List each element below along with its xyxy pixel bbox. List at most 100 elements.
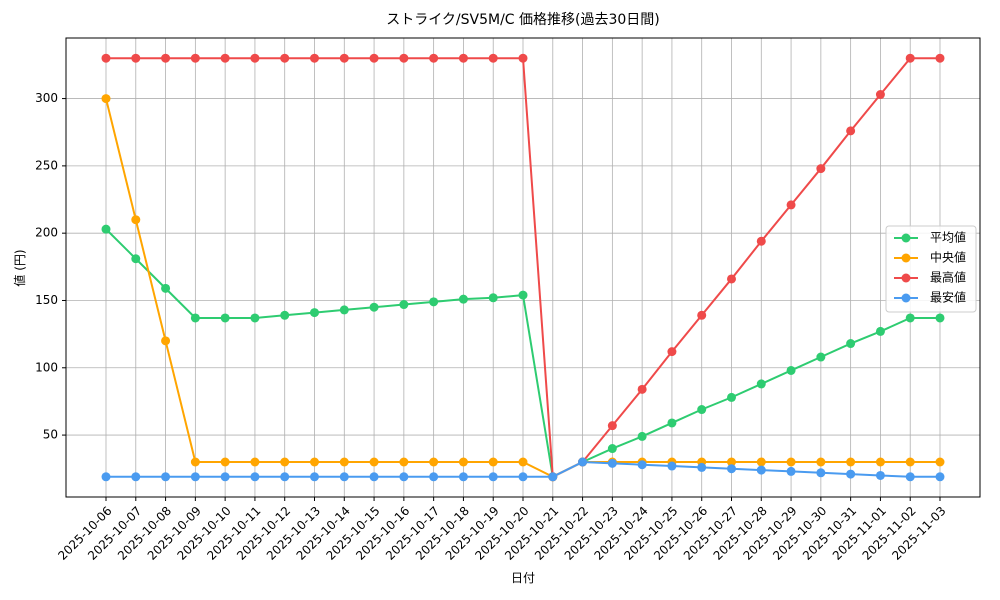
data-point <box>369 457 379 467</box>
data-point <box>250 457 260 467</box>
data-point <box>875 470 885 480</box>
data-point <box>220 53 230 63</box>
y-tick-label: 100 <box>35 360 58 374</box>
data-point <box>518 472 528 482</box>
legend-label: 平均値 <box>930 230 966 245</box>
data-point <box>786 200 796 210</box>
data-point <box>667 461 677 471</box>
data-point <box>161 472 171 482</box>
data-point <box>667 418 677 428</box>
data-point <box>101 53 111 63</box>
data-point <box>131 215 141 225</box>
data-point <box>488 53 498 63</box>
data-point <box>429 457 439 467</box>
legend-marker <box>901 233 911 243</box>
data-point <box>220 457 230 467</box>
data-point <box>905 457 915 467</box>
data-point <box>488 472 498 482</box>
data-point <box>786 466 796 476</box>
data-point <box>697 405 707 415</box>
data-point <box>429 53 439 63</box>
data-point <box>786 457 796 467</box>
data-point <box>637 431 647 441</box>
data-point <box>905 53 915 63</box>
data-point <box>488 457 498 467</box>
data-point <box>518 457 528 467</box>
data-point <box>310 472 319 482</box>
data-point <box>458 457 468 467</box>
plot-frame <box>65 37 981 498</box>
data-point <box>816 457 826 467</box>
data-point <box>458 294 468 304</box>
data-point <box>250 472 260 482</box>
data-point <box>369 53 379 63</box>
data-point <box>399 472 409 482</box>
data-point <box>161 336 171 346</box>
data-point <box>727 274 736 284</box>
data-point <box>846 457 856 467</box>
data-point <box>458 53 468 63</box>
data-point <box>846 339 856 349</box>
data-point <box>607 458 617 468</box>
y-tick-label: 150 <box>35 293 58 307</box>
data-point <box>280 53 290 63</box>
y-tick-label: 200 <box>35 226 58 240</box>
data-point <box>250 53 260 63</box>
data-point <box>310 53 319 63</box>
data-point <box>339 457 349 467</box>
legend-label: 中央値 <box>930 250 966 265</box>
data-point <box>667 347 677 357</box>
data-point <box>875 90 885 100</box>
data-point <box>607 421 617 431</box>
chart-title: ストライク/SV5M/C 価格推移(過去30日間) <box>386 12 660 28</box>
data-point <box>727 457 736 467</box>
data-point <box>369 302 379 312</box>
data-point <box>935 53 945 63</box>
data-point <box>131 254 141 264</box>
data-point <box>875 326 885 336</box>
data-point <box>190 457 200 467</box>
data-point <box>190 313 200 323</box>
data-point <box>607 444 617 454</box>
data-point <box>399 457 409 467</box>
data-point <box>548 472 558 482</box>
y-tick-label: 250 <box>35 158 58 172</box>
legend-marker <box>901 273 911 283</box>
data-point <box>220 472 230 482</box>
data-point <box>935 313 945 323</box>
data-point <box>697 462 707 472</box>
data-point <box>399 300 409 310</box>
data-point <box>816 164 826 174</box>
data-point <box>488 293 498 303</box>
data-point <box>816 468 826 478</box>
data-point <box>727 464 736 474</box>
data-point <box>756 379 766 389</box>
data-point <box>756 457 766 467</box>
data-point <box>846 469 856 479</box>
data-point <box>786 365 796 375</box>
legend-box <box>885 225 977 313</box>
data-point <box>310 308 319 318</box>
y-tick-label: 50 <box>43 428 58 442</box>
data-point <box>369 472 379 482</box>
data-point <box>875 457 885 467</box>
data-point <box>131 53 141 63</box>
data-point <box>935 457 945 467</box>
legend-marker <box>901 253 911 263</box>
legend-label: 最高値 <box>930 270 966 285</box>
data-point <box>101 472 111 482</box>
data-point <box>161 283 171 293</box>
y-tick-label: 300 <box>35 91 58 105</box>
legend-label: 最安値 <box>930 290 966 305</box>
data-point <box>190 53 200 63</box>
data-point <box>131 472 141 482</box>
data-point <box>637 460 647 470</box>
data-point <box>458 472 468 482</box>
data-point <box>756 236 766 246</box>
data-point <box>161 53 171 63</box>
data-point <box>280 310 290 320</box>
data-point <box>280 472 290 482</box>
data-point <box>727 392 736 402</box>
data-point <box>637 384 647 394</box>
data-point <box>578 457 588 467</box>
